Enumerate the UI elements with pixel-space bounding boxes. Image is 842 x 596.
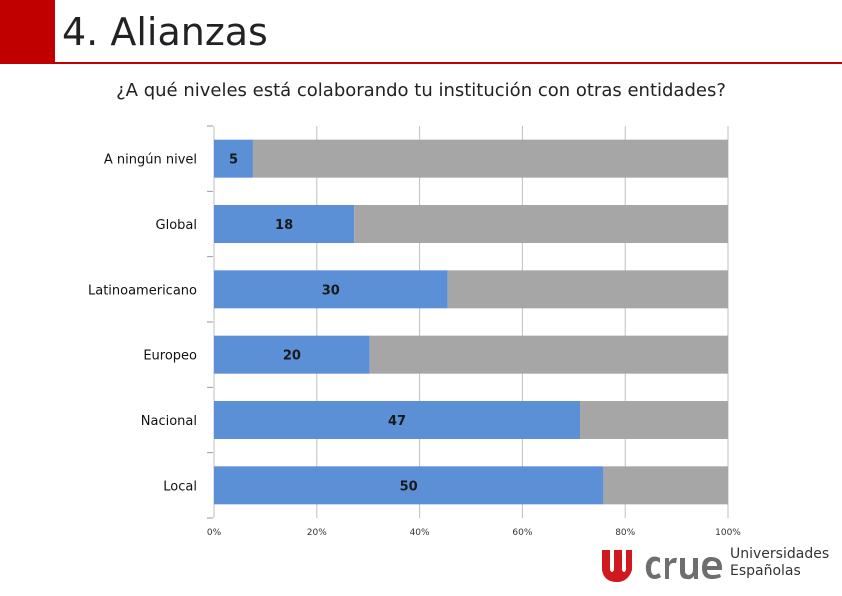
crue-logo-mark	[602, 550, 723, 582]
category-label: Latinoamericano	[88, 283, 197, 298]
chart-question: ¿A qué niveles está colaborando tu insti…	[116, 80, 726, 101]
category-label: Global	[156, 218, 197, 233]
data-label: 47	[388, 414, 406, 429]
bar-segment-value	[214, 205, 355, 243]
bar-segment-remainder	[252, 139, 728, 178]
category-label: Nacional	[141, 414, 197, 429]
x-tick-label: 100%	[715, 528, 741, 538]
bar-segment-value	[214, 270, 448, 309]
x-tick-label: 0%	[207, 528, 222, 538]
bar-segment-value	[214, 466, 604, 505]
category-label: Europeo	[143, 349, 197, 364]
x-tick-label: 60%	[512, 528, 532, 538]
title-panel	[55, 0, 842, 62]
x-tick-label: 40%	[410, 528, 430, 538]
category-label: A ningún nivel	[104, 153, 197, 168]
bar-segment-value	[214, 401, 581, 439]
slide-title: 4. Alianzas	[62, 10, 268, 54]
x-tick-label: 20%	[307, 528, 327, 538]
bar-segment-remainder	[580, 401, 728, 439]
data-label: 5	[229, 153, 238, 168]
logo-text-espanolas: Españolas	[730, 563, 801, 579]
data-label: 18	[275, 218, 293, 233]
bar-segment-remainder	[369, 335, 728, 374]
title-bar	[0, 0, 842, 64]
x-tick-label: 80%	[615, 528, 635, 538]
bar-segment-value	[214, 335, 370, 374]
category-label: Local	[163, 479, 197, 494]
data-label: 30	[322, 283, 340, 298]
bar-segment-remainder	[447, 270, 728, 309]
data-label: 20	[283, 349, 301, 364]
bar-segment-remainder	[603, 466, 728, 505]
data-label: 50	[400, 479, 418, 494]
logo-text-universidades: Universidades	[730, 546, 830, 562]
bar-segment-value	[214, 139, 253, 178]
crue-logo: Universidades Españolas	[598, 544, 830, 584]
bar-segment-remainder	[354, 205, 728, 243]
